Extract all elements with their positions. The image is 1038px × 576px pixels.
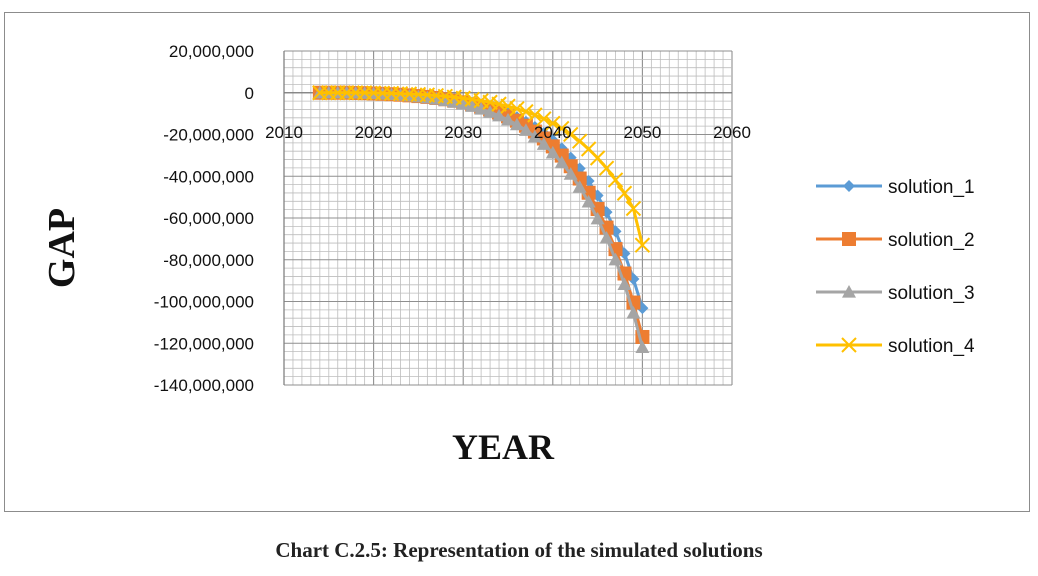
data-point bbox=[545, 145, 560, 159]
data-point bbox=[635, 340, 650, 354]
data-point bbox=[598, 160, 615, 176]
data-point-stroke bbox=[571, 133, 588, 149]
data-point bbox=[842, 285, 856, 298]
data-point-stroke bbox=[554, 120, 570, 137]
y-tick-label: -20,000,000 bbox=[163, 126, 254, 145]
data-point bbox=[608, 252, 623, 266]
y-tick-label: -120,000,000 bbox=[154, 334, 254, 353]
legend: solution_1 solution_2 solution_3 solution_4 bbox=[816, 177, 975, 357]
data-point bbox=[843, 180, 855, 192]
data-point-stroke bbox=[607, 172, 624, 188]
data-point bbox=[491, 96, 507, 112]
x-tick-label: 2030 bbox=[444, 123, 482, 142]
data-point bbox=[554, 120, 570, 137]
data-point bbox=[518, 103, 534, 120]
y-tick-label: -80,000,000 bbox=[163, 251, 254, 270]
data-point-stroke bbox=[473, 92, 489, 109]
legend-label: solution_4 bbox=[888, 336, 975, 357]
data-point bbox=[501, 112, 515, 126]
y-tick-label: -140,000,000 bbox=[154, 376, 254, 395]
data-point-stroke bbox=[464, 91, 480, 108]
data-point-stroke bbox=[545, 115, 561, 132]
data-point-stroke bbox=[598, 160, 615, 176]
x-tick-label: 2010 bbox=[265, 123, 303, 142]
y-axis-title: GAP bbox=[41, 208, 83, 288]
data-point-stroke bbox=[841, 337, 857, 353]
data-point bbox=[500, 98, 516, 114]
data-point bbox=[474, 102, 489, 115]
y-tick-label: 0 bbox=[245, 84, 254, 103]
legend-label: solution_1 bbox=[888, 177, 975, 198]
data-point bbox=[563, 167, 578, 180]
data-point bbox=[492, 108, 507, 122]
data-point-stroke bbox=[563, 126, 579, 143]
data-point bbox=[554, 155, 569, 169]
data-point bbox=[842, 232, 856, 246]
x-tick-label: 2060 bbox=[713, 123, 751, 142]
data-point bbox=[841, 337, 857, 353]
data-point bbox=[465, 99, 480, 112]
legend-label: solution_3 bbox=[888, 283, 975, 304]
data-point bbox=[590, 211, 605, 225]
x-tick-label: 2020 bbox=[355, 123, 393, 142]
data-point-stroke bbox=[491, 96, 507, 112]
data-point-stroke bbox=[518, 103, 534, 120]
legend-entry: solution_1 bbox=[816, 177, 975, 198]
y-tick-label: 20,000,000 bbox=[169, 42, 254, 61]
legend-label: solution_2 bbox=[888, 230, 975, 251]
data-point bbox=[607, 172, 624, 188]
legend-entry: solution_4 bbox=[816, 336, 975, 357]
data-point-stroke bbox=[446, 89, 462, 105]
data-point bbox=[599, 231, 614, 244]
data-point bbox=[616, 185, 633, 201]
grid bbox=[283, 50, 733, 386]
data-point bbox=[483, 105, 498, 118]
series-solution_4 bbox=[312, 85, 651, 253]
data-point bbox=[617, 277, 632, 290]
data-point bbox=[572, 180, 587, 193]
data-point bbox=[536, 111, 552, 127]
x-tick-label: 2050 bbox=[623, 123, 661, 142]
data-point bbox=[482, 94, 498, 110]
data-point-stroke bbox=[527, 107, 543, 123]
data-point bbox=[545, 115, 561, 132]
data-point bbox=[509, 117, 524, 131]
data-point-stroke bbox=[625, 200, 642, 217]
tick-labels: 20,000,000 0 -20,000,000 -40,000,000 -60,000… bbox=[154, 42, 751, 395]
data-point-stroke bbox=[455, 90, 471, 106]
y-tick-label: -40,000,000 bbox=[163, 167, 254, 186]
data-point bbox=[581, 194, 596, 208]
data-point bbox=[626, 305, 641, 319]
x-tick-label: 2040 bbox=[534, 123, 572, 142]
data-point-stroke bbox=[634, 237, 651, 253]
data-point bbox=[509, 101, 525, 117]
data-point-stroke bbox=[482, 94, 498, 110]
data-point-stroke bbox=[509, 101, 525, 117]
data-point-stroke bbox=[536, 111, 552, 127]
data-point bbox=[634, 237, 651, 253]
chart-caption: Chart C.2.5: Representation of the simul… bbox=[275, 538, 763, 562]
data-point bbox=[563, 126, 579, 143]
data-point-stroke bbox=[616, 185, 633, 201]
y-tick-label: -60,000,000 bbox=[163, 209, 254, 228]
data-point bbox=[536, 137, 551, 150]
data-point bbox=[518, 123, 533, 136]
data-point bbox=[625, 200, 642, 217]
data-point bbox=[527, 129, 542, 143]
data-point bbox=[527, 107, 543, 123]
data-point bbox=[456, 97, 471, 110]
data-point-stroke bbox=[589, 150, 606, 166]
data-point-stroke bbox=[580, 141, 597, 157]
data-point-stroke bbox=[500, 98, 516, 114]
y-tick-label: -100,000,000 bbox=[154, 293, 254, 312]
x-axis-title: YEAR bbox=[452, 427, 555, 467]
legend-entry: solution_3 bbox=[816, 283, 975, 304]
plot-series bbox=[312, 85, 651, 354]
legend-entry: solution_2 bbox=[816, 230, 975, 251]
